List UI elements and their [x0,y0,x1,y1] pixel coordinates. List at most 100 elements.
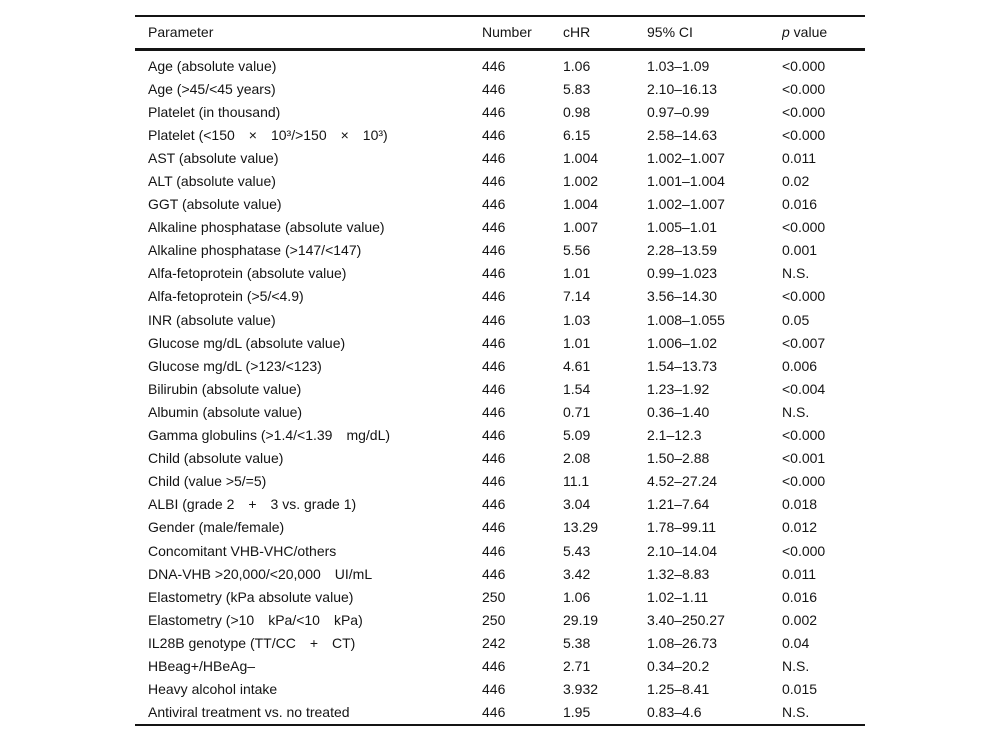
header-row: Parameter Number cHR 95% CI p value [135,16,865,51]
cell-ci: 1.78–99.11 [647,519,717,536]
cell-number: 446 [482,473,506,490]
cell-number: 446 [482,657,506,674]
cell-parameter: Gamma globulins (>1.4/<1.39 mg/dL) [148,427,391,444]
cell-chr: 1.01 [563,334,591,351]
table-row: Gender (male/female) 446 13.29 1.78–99.11 0.… [135,516,865,539]
cell-chr: 3.04 [563,496,591,513]
cell-p-value: <0.001 [782,450,826,467]
cell-p-value: N.S. [782,704,810,721]
cell-p-value: N.S. [782,403,810,420]
table-row: Elastometry (>10 kPa/<10 kPa) 250 29.19 3.4… [135,608,865,631]
cell-parameter: Child (absolute value) [148,450,284,467]
cell-p-value: <0.000 [782,427,826,444]
cell-parameter: Platelet (<150 × 10³/>150 × 10³) [148,126,388,143]
cell-ci: 1.002–1.007 [647,196,725,213]
cell-ci: 0.34–20.2 [647,657,710,674]
p-header-rest: value [789,24,828,40]
table-row: ALBI (grade 2 + 3 vs. grade 1) 446 3.04 1.2… [135,493,865,516]
cell-number: 250 [482,588,506,605]
cell-number: 446 [482,542,506,559]
cell-chr: 5.09 [563,427,591,444]
cell-ci: 1.50–2.88 [647,450,710,467]
cell-parameter: AST (absolute value) [148,149,279,166]
cell-p-value: <0.000 [782,80,826,97]
cell-parameter: Heavy alcohol intake [148,681,278,698]
cell-p-value: 0.016 [782,196,818,213]
cell-p-value: <0.000 [782,542,826,559]
cell-parameter: ALBI (grade 2 + 3 vs. grade 1) [148,496,357,513]
cell-parameter: Elastometry (>10 kPa/<10 kPa) [148,611,363,628]
col-header-parameter: Parameter [135,16,482,51]
cell-parameter: Age (absolute value) [148,57,277,74]
cell-p-value: <0.004 [782,380,826,397]
cell-chr: 13.29 [563,519,599,536]
cell-p-value: 0.012 [782,519,818,536]
cell-number: 446 [482,450,506,467]
cell-p-value: <0.000 [782,126,826,143]
cell-parameter: Alfa-fetoprotein (absolute value) [148,265,347,282]
cell-ci: 1.32–8.83 [647,565,710,582]
cell-ci: 1.23–1.92 [647,380,710,397]
cell-chr: 5.38 [563,634,591,651]
cell-p-value: <0.000 [782,473,826,490]
table-row: HBeag+/HBeAg– 446 2.71 0.34–20.2 N.S. [135,654,865,677]
cell-parameter: GGT (absolute value) [148,196,282,213]
table-row: INR (absolute value) 446 1.03 1.008–1.055 0.… [135,308,865,331]
col-header-number: Number [482,16,563,51]
cell-chr: 6.15 [563,126,591,143]
cell-ci: 2.10–14.04 [647,542,718,559]
cell-parameter: Bilirubin (absolute value) [148,380,302,397]
cell-number: 446 [482,334,506,351]
cell-number: 446 [482,496,506,513]
table-row: Platelet (in thousand) 446 0.98 0.97–0.99 <0… [135,100,865,123]
cell-ci: 1.03–1.09 [647,57,710,74]
cell-number: 446 [482,380,506,397]
table-row: Child (value >5/=5) 446 11.1 4.52–27.24 <0.0… [135,470,865,493]
cell-chr: 1.007 [563,219,599,236]
cell-chr: 5.56 [563,242,591,259]
cell-parameter: DNA-VHB >20,000/<20,000 UI/mL [148,565,373,582]
cell-ci: 0.36–1.40 [647,403,710,420]
cell-p-value: 0.02 [782,173,810,190]
cell-ci: 3.56–14.30 [647,288,718,305]
cell-p-value: N.S. [782,265,810,282]
cell-p-value: 0.04 [782,634,810,651]
cell-parameter: Concomitant VHB-VHC/others [148,542,337,559]
cell-ci: 2.58–14.63 [647,126,718,143]
cell-number: 446 [482,565,506,582]
cell-ci: 1.02–1.11 [647,588,709,605]
cell-number: 250 [482,611,506,628]
table-row: Age (absolute value) 446 1.06 1.03–1.09 <0.0… [135,50,865,78]
table-row: AST (absolute value) 446 1.004 1.002–1.007 0… [135,146,865,169]
table-row: Heavy alcohol intake 446 3.932 1.25–8.41 0.0… [135,678,865,701]
cell-p-value: N.S. [782,657,810,674]
table-row: Glucose mg/dL (absolute value) 446 1.01 1.0… [135,331,865,354]
cell-parameter: ALT (absolute value) [148,173,276,190]
cell-ci: 1.21–7.64 [647,496,710,513]
cell-number: 446 [482,196,506,213]
cell-chr: 3.42 [563,565,591,582]
cell-parameter: HBeag+/HBeAg– [148,657,256,674]
table-row: Alkaline phosphatase (absolute value) 446… [135,216,865,239]
cell-ci: 1.008–1.055 [647,311,725,328]
cell-ci: 4.52–27.24 [647,473,718,490]
cell-parameter: Child (value >5/=5) [148,473,267,490]
cell-chr: 3.932 [563,681,599,698]
cell-ci: 0.97–0.99 [647,103,710,120]
cell-chr: 1.06 [563,588,591,605]
cell-parameter: IL28B genotype (TT/CC + CT) [148,634,356,651]
cell-chr: 1.06 [563,57,591,74]
cell-p-value: <0.000 [782,103,826,120]
cell-number: 446 [482,57,506,74]
cell-chr: 1.002 [563,173,599,190]
cell-number: 446 [482,681,506,698]
table-row: ALT (absolute value) 446 1.002 1.001–1.004 0… [135,169,865,192]
cell-parameter: Glucose mg/dL (absolute value) [148,334,346,351]
cell-parameter: Platelet (in thousand) [148,103,281,120]
paper-table-region: Parameter Number cHR 95% CI p value Age … [135,15,865,726]
cell-parameter: Alkaline phosphatase (absolute value) [148,219,385,236]
cell-p-value: 0.002 [782,611,818,628]
table-row: Alkaline phosphatase (>147/<147) 446 5.56 2… [135,239,865,262]
cell-chr: 11.1 [563,473,590,490]
table-row: Bilirubin (absolute value) 446 1.54 1.23–1.… [135,377,865,400]
